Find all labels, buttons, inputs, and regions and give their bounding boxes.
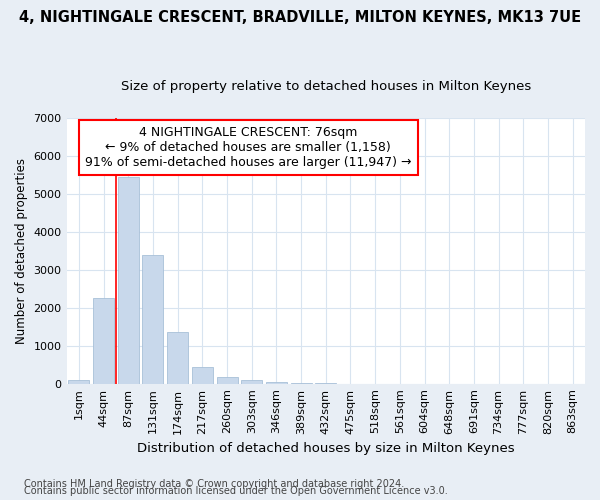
Bar [192,366,213,384]
Bar [167,332,188,384]
Bar [241,380,262,384]
X-axis label: Distribution of detached houses by size in Milton Keynes: Distribution of detached houses by size … [137,442,515,455]
Bar [93,298,114,384]
Y-axis label: Number of detached properties: Number of detached properties [15,158,28,344]
Text: 4, NIGHTINGALE CRESCENT, BRADVILLE, MILTON KEYNES, MK13 7UE: 4, NIGHTINGALE CRESCENT, BRADVILLE, MILT… [19,10,581,25]
Bar [142,254,163,384]
Text: 4 NIGHTINGALE CRESCENT: 76sqm
← 9% of detached houses are smaller (1,158)
91% of: 4 NIGHTINGALE CRESCENT: 76sqm ← 9% of de… [85,126,411,169]
Title: Size of property relative to detached houses in Milton Keynes: Size of property relative to detached ho… [121,80,531,93]
Text: Contains public sector information licensed under the Open Government Licence v3: Contains public sector information licen… [24,486,448,496]
Bar [217,377,238,384]
Bar [68,380,89,384]
Bar [118,176,139,384]
Bar [266,382,287,384]
Text: Contains HM Land Registry data © Crown copyright and database right 2024.: Contains HM Land Registry data © Crown c… [24,479,404,489]
